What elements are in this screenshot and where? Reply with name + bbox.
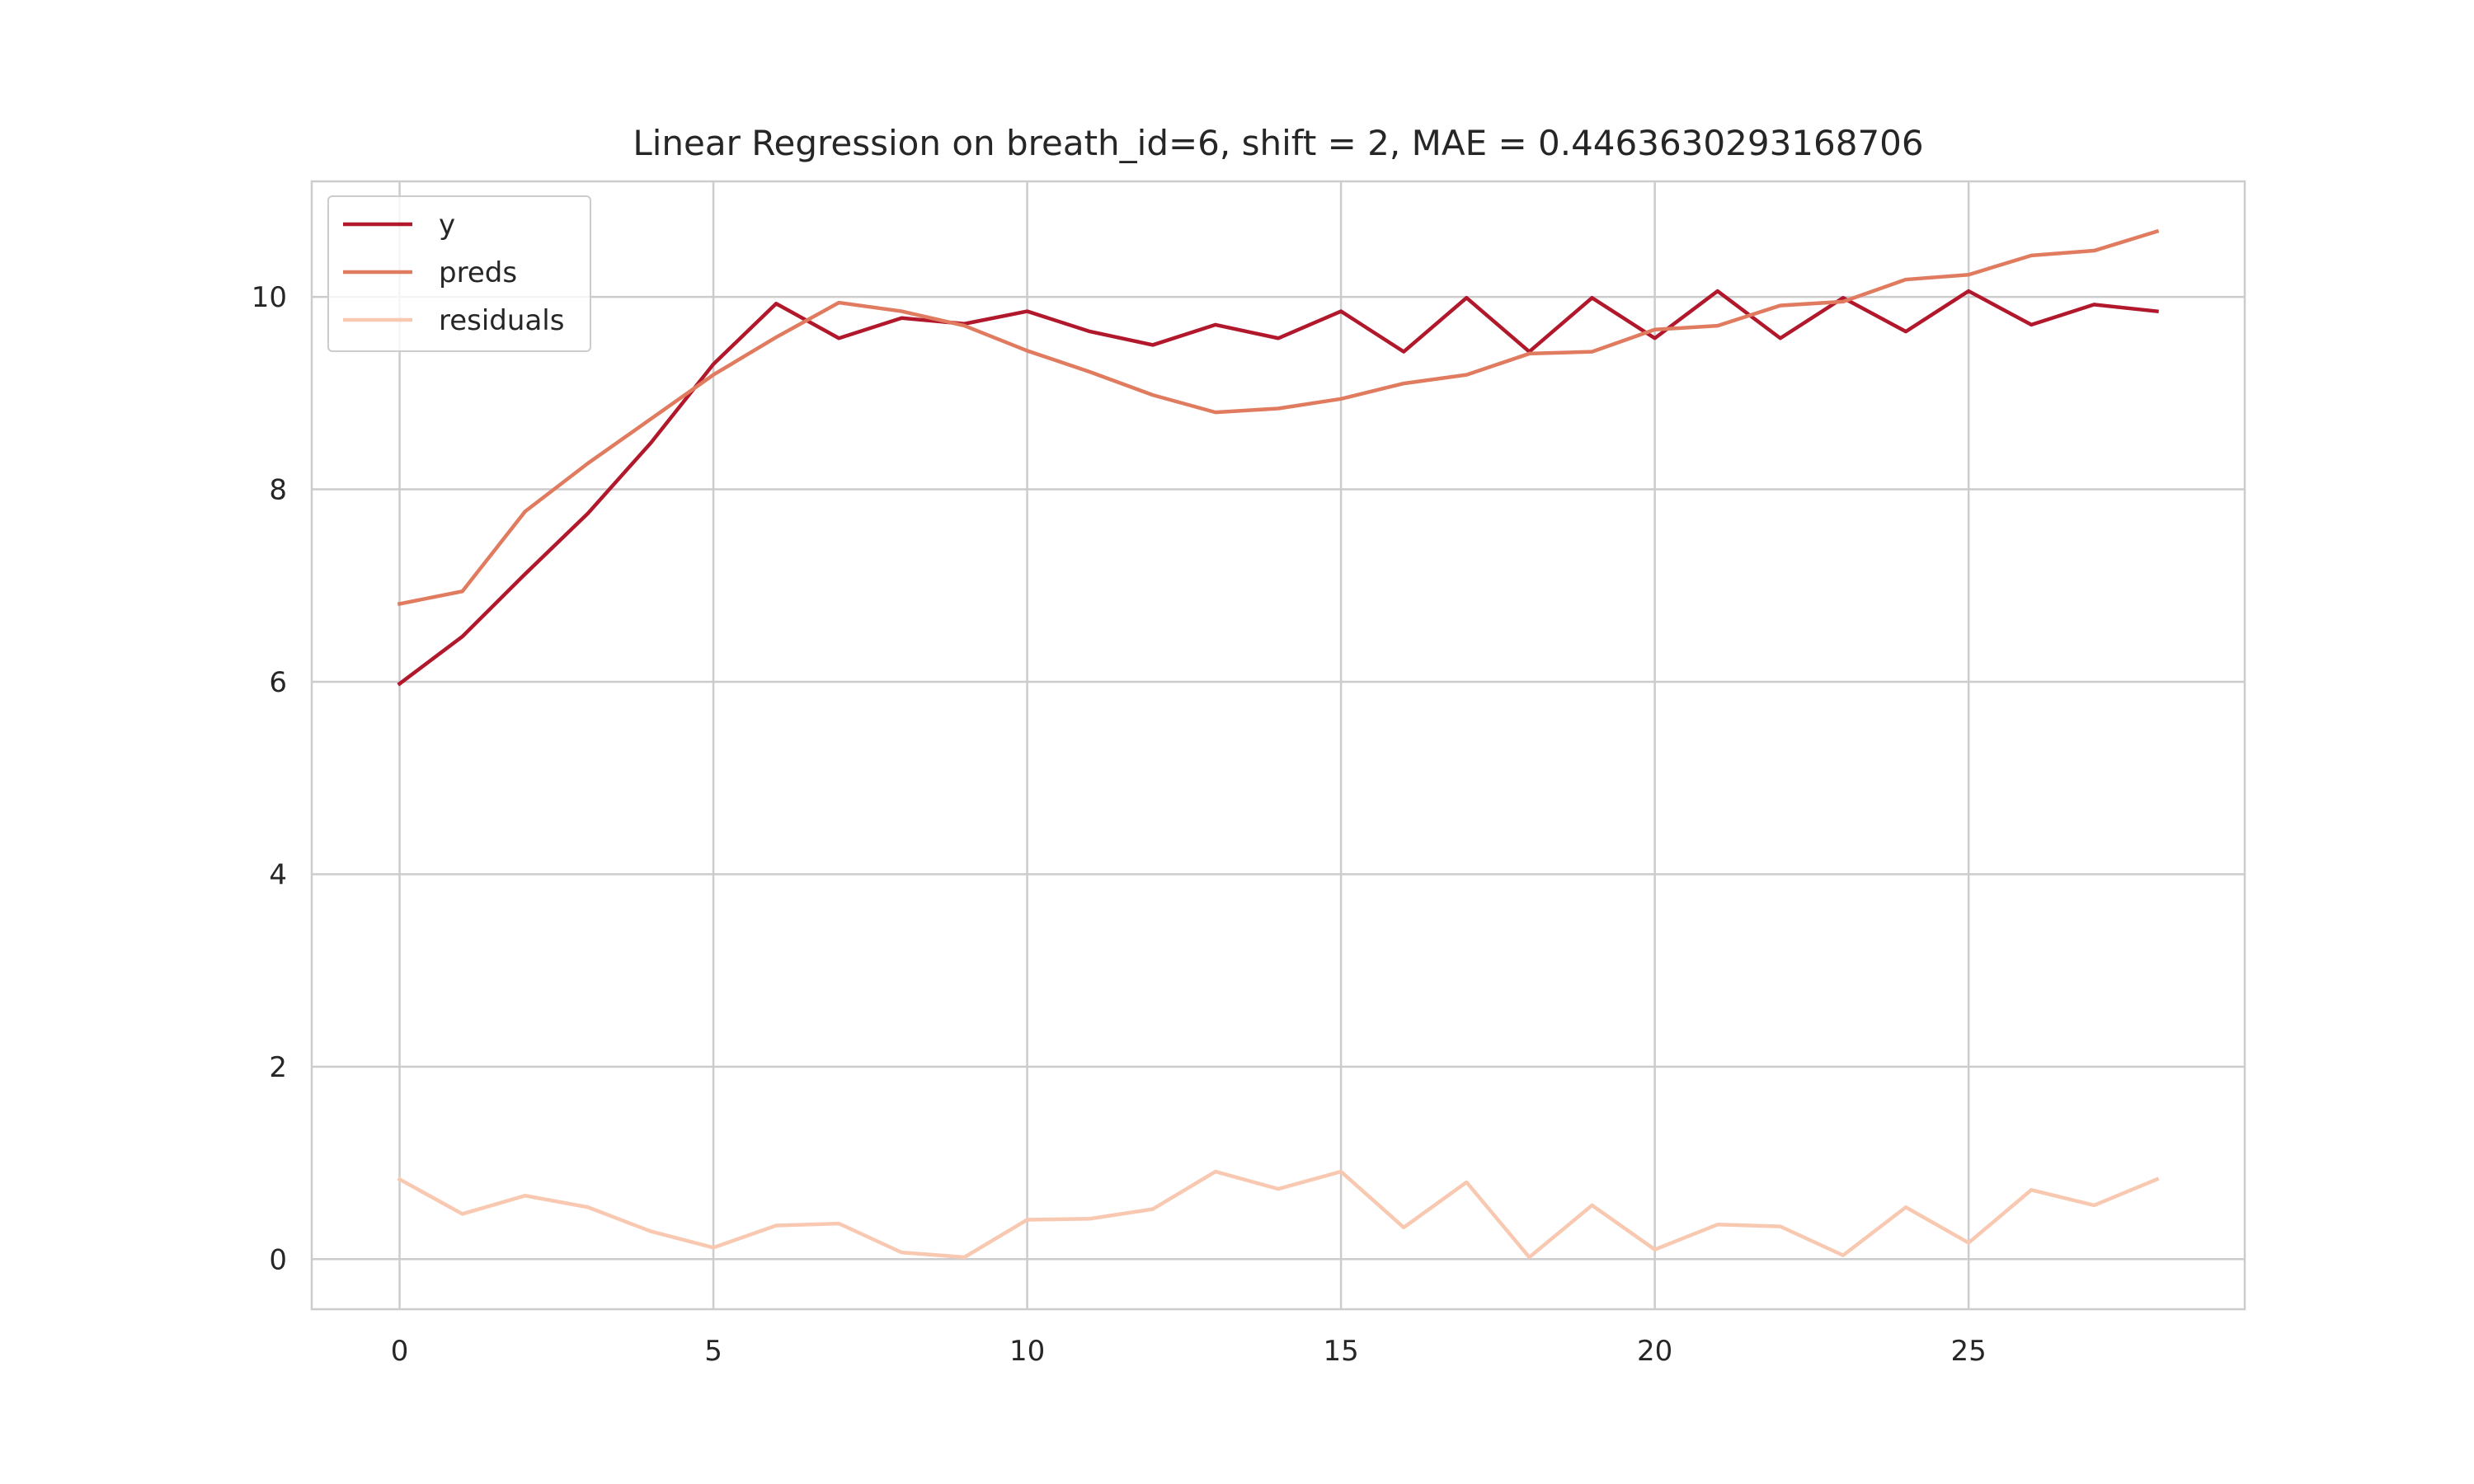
y-axis: 0 2 4 6 8 10	[252, 281, 287, 1276]
legend-label-preds: preds	[439, 256, 517, 289]
grid	[312, 181, 2245, 1309]
x-tick-label: 0	[391, 1335, 409, 1368]
y-tick-label: 8	[269, 474, 287, 507]
y-tick-label: 0	[269, 1243, 287, 1276]
legend-label-y: y	[439, 209, 455, 242]
x-tick-label: 15	[1323, 1335, 1358, 1368]
legend-box	[327, 195, 591, 352]
legend: y preds residuals	[327, 195, 591, 352]
y-tick-label: 4	[269, 858, 287, 891]
legend-label-residuals: residuals	[439, 304, 564, 337]
x-tick-label: 20	[1637, 1335, 1672, 1368]
y-tick-label: 6	[269, 666, 287, 699]
series-layer	[397, 228, 2160, 1260]
chart-title: Linear Regression on breath_id=6, shift …	[633, 123, 1923, 163]
x-tick-label: 25	[1951, 1335, 1987, 1368]
series-line-residuals	[397, 1169, 2160, 1260]
y-tick-label: 10	[252, 281, 287, 314]
series-line-preds	[397, 228, 2160, 607]
y-tick-label: 2	[269, 1051, 287, 1084]
x-axis: 0 5 10 15 20 25	[391, 1335, 1987, 1368]
plot-frame	[310, 180, 2246, 1311]
x-tick-label: 10	[1009, 1335, 1045, 1368]
x-tick-label: 5	[704, 1335, 722, 1368]
